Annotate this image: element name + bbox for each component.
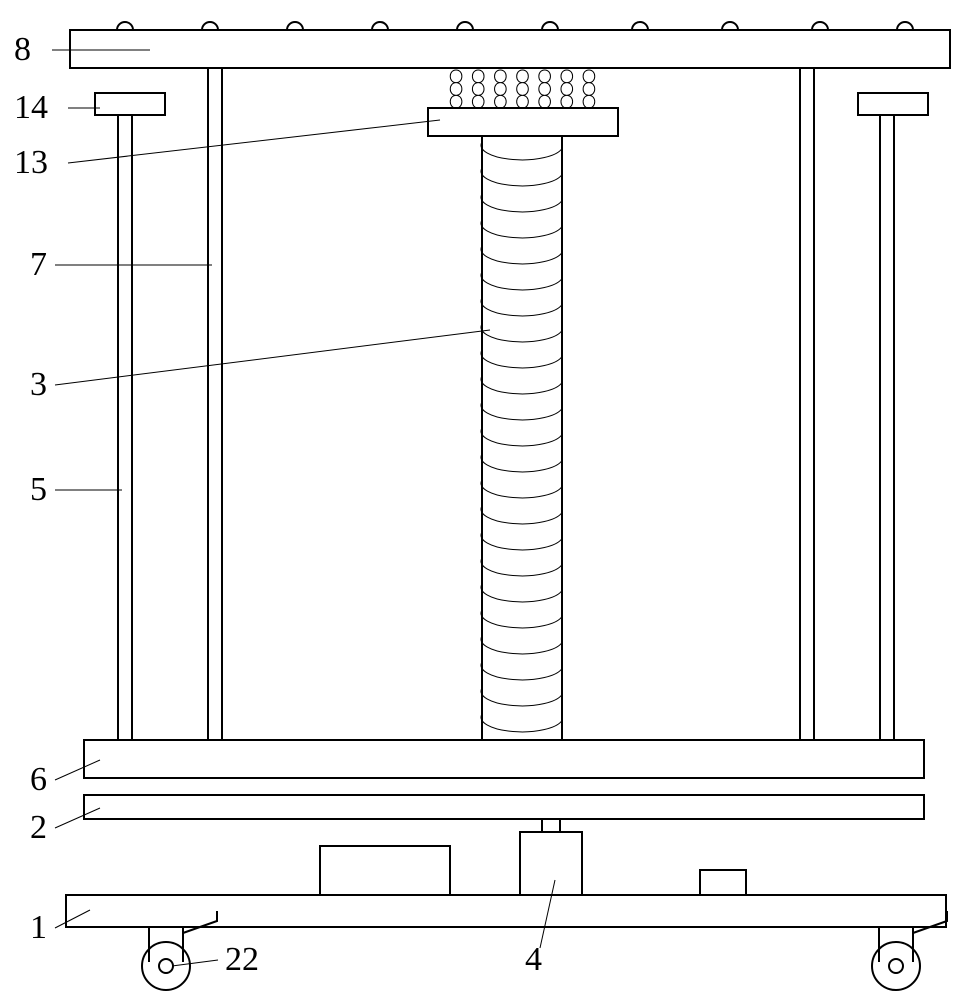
top-ball-2 bbox=[287, 22, 303, 30]
plate-1 bbox=[66, 895, 946, 927]
screw-thread bbox=[481, 142, 562, 732]
label-L7: 7 bbox=[30, 246, 47, 283]
brush-col-4 bbox=[539, 70, 551, 108]
leader-L4 bbox=[540, 880, 555, 948]
label-L3: 3 bbox=[30, 366, 47, 403]
brush-col-2 bbox=[495, 70, 507, 108]
brush-col-5 bbox=[561, 70, 573, 108]
box-4 bbox=[520, 832, 582, 895]
plate-6 bbox=[84, 740, 924, 778]
caster-right-hub bbox=[889, 959, 903, 973]
box-under-2-small bbox=[700, 870, 746, 895]
caster-left-wheel bbox=[142, 942, 190, 990]
top-ball-0 bbox=[117, 22, 133, 30]
top-ball-7 bbox=[722, 22, 738, 30]
label-L6: 6 bbox=[30, 761, 47, 798]
leader-L22 bbox=[172, 960, 218, 966]
leader-L3 bbox=[55, 330, 490, 385]
top-ball-1 bbox=[202, 22, 218, 30]
top-ball-9 bbox=[897, 22, 913, 30]
shaft-4 bbox=[542, 819, 560, 832]
top-ball-8 bbox=[812, 22, 828, 30]
brush-col-1 bbox=[472, 70, 484, 108]
plate-2 bbox=[84, 795, 924, 819]
top-ball-6 bbox=[632, 22, 648, 30]
leader-L1 bbox=[55, 910, 90, 928]
box-under-2-large bbox=[320, 846, 450, 895]
top-plate-8 bbox=[70, 30, 950, 68]
caster-left-brake bbox=[183, 911, 217, 933]
label-L22: 22 bbox=[225, 941, 259, 978]
label-L2: 2 bbox=[30, 809, 47, 846]
brush-col-0 bbox=[450, 70, 462, 108]
cap-14-right bbox=[858, 93, 928, 115]
brush-col-6 bbox=[583, 70, 595, 108]
top-ball-5 bbox=[542, 22, 558, 30]
label-L1: 1 bbox=[30, 909, 47, 946]
top-ball-4 bbox=[457, 22, 473, 30]
caster-left-hub bbox=[159, 959, 173, 973]
label-L5: 5 bbox=[30, 471, 47, 508]
label-L4: 4 bbox=[525, 941, 542, 978]
label-L13: 13 bbox=[14, 144, 48, 181]
label-L8: 8 bbox=[14, 31, 31, 68]
brush-col-3 bbox=[517, 70, 529, 108]
label-L14: 14 bbox=[14, 89, 48, 126]
caster-right-wheel bbox=[872, 942, 920, 990]
top-ball-3 bbox=[372, 22, 388, 30]
cap-13 bbox=[428, 108, 618, 136]
leader-L13 bbox=[68, 120, 440, 163]
cap-14-left bbox=[95, 93, 165, 115]
caster-right-brake bbox=[913, 911, 947, 933]
